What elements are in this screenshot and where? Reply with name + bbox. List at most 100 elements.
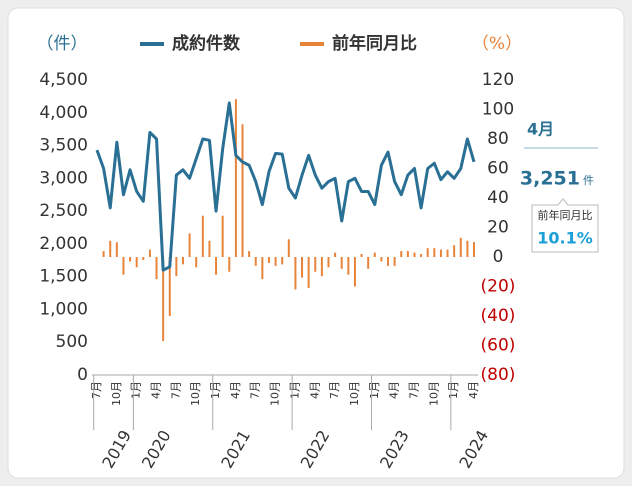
y2-tick-label: (80) [481, 365, 516, 385]
bar [129, 257, 132, 262]
x-tick-label: 1月 [288, 381, 301, 399]
legend-label: 前年同月比 [332, 33, 417, 54]
x-tick-label: 10月 [110, 381, 123, 406]
bar [135, 257, 138, 268]
y2-tick-label: (40) [481, 306, 516, 326]
left-axis-title: （件） [37, 34, 88, 54]
bar [307, 257, 310, 288]
callout-unit: 件 [583, 174, 594, 187]
y2-tick-label: 60 [487, 159, 509, 179]
y2-tick-label: 100 [482, 100, 514, 120]
bar [347, 257, 350, 275]
bar [340, 257, 343, 269]
bar [413, 252, 416, 257]
bar [301, 257, 304, 278]
y-tick-label: 1,500 [39, 267, 88, 287]
bar [433, 248, 436, 257]
x-tick-label: 10月 [427, 381, 440, 406]
bar [334, 252, 337, 257]
bar [221, 215, 224, 257]
x-tick-label: 7月 [328, 381, 341, 399]
bar [228, 257, 231, 272]
bar [188, 233, 191, 257]
x-tick-label: 4月 [150, 381, 163, 399]
bar [248, 251, 251, 257]
x-tick-label: 4月 [308, 381, 321, 399]
bar [393, 257, 396, 266]
bar [287, 239, 290, 257]
y-tick-label: 1,000 [39, 299, 88, 319]
bar [367, 257, 370, 269]
bar [360, 254, 363, 257]
card [7, 7, 625, 479]
line [95, 101, 476, 272]
y2-tick-label: (60) [481, 336, 516, 356]
x-tick-label: 7月 [249, 381, 262, 399]
x-tick-label: 4月 [229, 381, 242, 399]
x-tick-label: 7月 [407, 381, 420, 399]
bar [473, 242, 475, 257]
bar [406, 251, 409, 257]
callout-month: 4月 [527, 120, 554, 139]
bar [353, 257, 356, 287]
bar [208, 240, 211, 257]
y2-tick-label: 80 [487, 129, 509, 149]
callout-yoy-title: 前年同月比 [538, 208, 593, 222]
x-tick-label: 4月 [388, 381, 401, 399]
right-axis-title: （%） [472, 34, 522, 54]
y-tick-label: 2,000 [39, 234, 88, 254]
y2-tick-label: (20) [481, 277, 516, 297]
bar [267, 257, 270, 263]
bar [168, 257, 171, 316]
bar [195, 257, 198, 268]
bar [201, 215, 204, 257]
x-tick-label: 10月 [269, 381, 282, 406]
bar [400, 251, 403, 257]
bar [254, 257, 257, 266]
y2-tick-label: 120 [482, 70, 514, 90]
x-tick-label: 10月 [348, 381, 361, 406]
bar [142, 257, 145, 260]
y-tick-label: 500 [56, 332, 88, 352]
y-tick-label: 3,000 [39, 168, 88, 188]
y-tick-label: 0 [77, 365, 88, 385]
legend-label: 成約件数 [172, 33, 241, 54]
bar [314, 257, 317, 272]
x-tick-label: 1月 [209, 381, 222, 399]
bar [453, 245, 456, 257]
x-tick-label: 10月 [189, 381, 202, 406]
x-tick-label: 7月 [169, 381, 182, 399]
y2-tick-label: 0 [493, 247, 504, 267]
bar [387, 257, 390, 266]
y-tick-label: 2,500 [39, 201, 88, 221]
bar [261, 257, 264, 280]
bar [148, 249, 151, 257]
callout-box [531, 198, 599, 253]
bar [175, 257, 178, 277]
x-tick-label: 7月 [90, 381, 103, 399]
bar [115, 242, 118, 257]
bar [274, 257, 277, 266]
bar [122, 257, 125, 275]
x-tick-label: 1月 [368, 381, 381, 399]
x-tick-label: 1月 [447, 381, 460, 399]
bar [439, 249, 442, 257]
bar [294, 257, 297, 290]
bar [215, 257, 218, 275]
bar [327, 257, 330, 268]
bar [241, 124, 244, 257]
bar [446, 249, 449, 257]
bar [320, 257, 323, 277]
bar [109, 240, 112, 257]
x-tick-label: 4月 [467, 381, 480, 399]
bar [102, 251, 105, 257]
y-tick-label: 4,500 [39, 70, 88, 90]
y2-tick-label: 40 [487, 188, 509, 208]
bar [466, 240, 469, 257]
y-tick-label: 3,500 [39, 136, 88, 156]
callout-yoy: 10.1% [537, 229, 593, 248]
bar [426, 248, 429, 257]
bar [459, 237, 462, 257]
bar [420, 254, 423, 257]
